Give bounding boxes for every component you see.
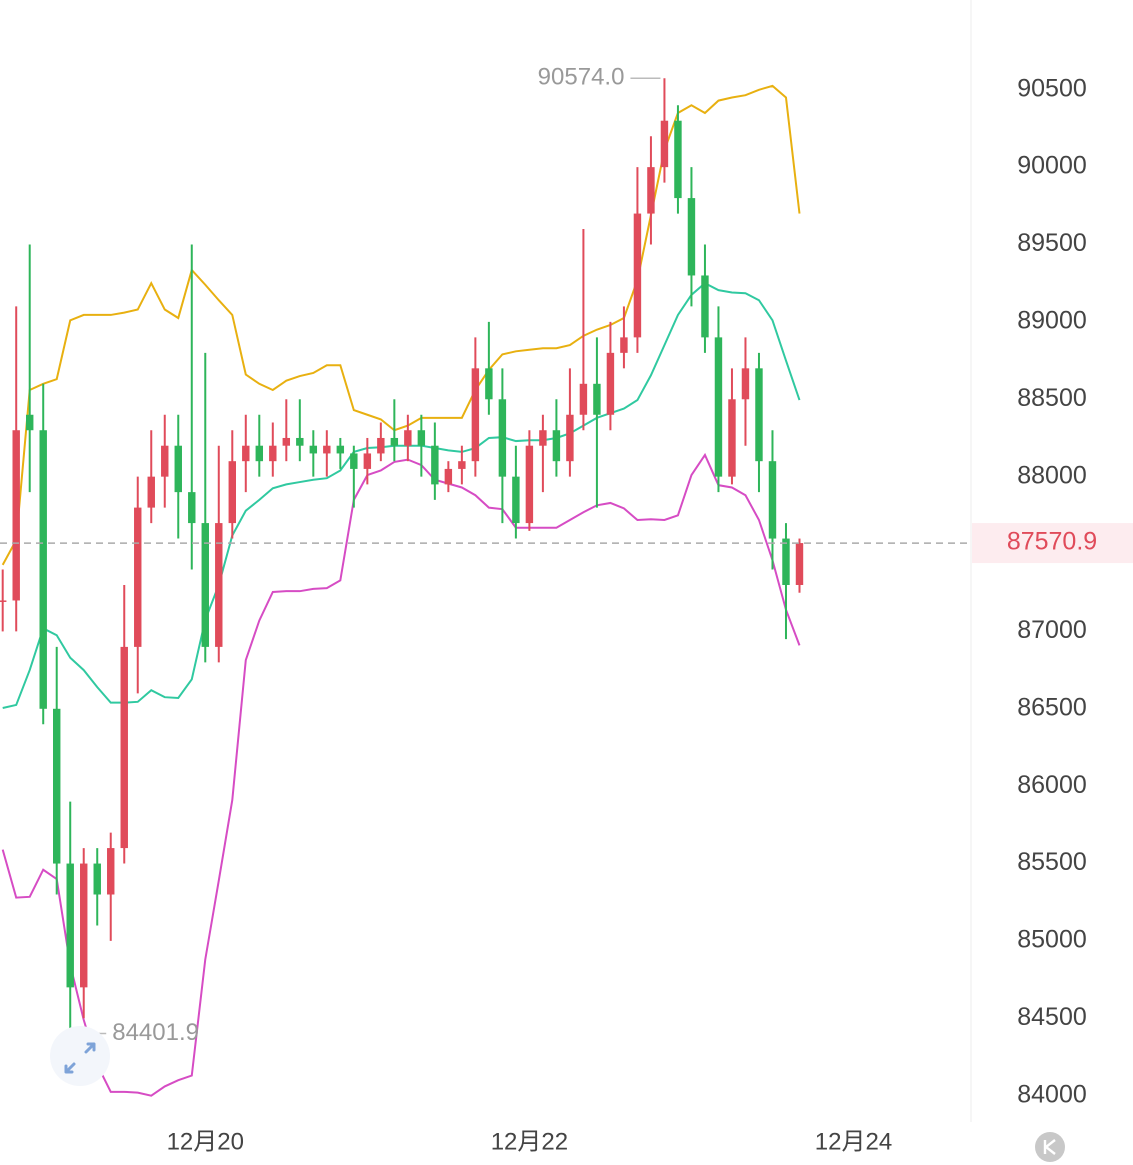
candle-body [741,368,750,400]
y-tick-label: 85500 [1017,848,1087,876]
y-tick-label: 89000 [1017,307,1087,335]
candle-body [458,461,466,469]
candle-body [201,523,209,647]
candle-body [147,476,155,508]
candle-body [404,430,412,446]
candle-body [25,414,34,431]
labels: 8400084500850008550086000865008700087500… [0,64,1133,1155]
candle-body [188,492,196,524]
candle-body [620,337,628,353]
y-tick-label: 90000 [1017,152,1087,180]
candle-body [80,863,88,988]
candle-body [215,523,223,647]
candle-body [795,543,804,585]
candle-body [255,445,264,462]
candle-body [66,863,74,988]
candle-body [174,445,182,493]
candle-body [377,437,385,454]
candle-body [390,437,399,446]
candle-body [363,453,372,469]
y-tick-label: 88000 [1017,461,1087,489]
candle-body [107,848,115,895]
candle-body [417,430,426,446]
candle-body [431,445,439,485]
annotation-label: 90574.0 [538,64,625,91]
candles [0,78,804,1034]
candle-body [782,538,790,585]
candle-body [701,275,709,338]
candle-body [579,383,588,415]
candle-body [714,337,723,477]
y-tick-label: 87000 [1017,616,1087,644]
candle-body [633,213,642,338]
candle-body [660,120,669,168]
candle-body [674,120,682,199]
y-tick-label: 89500 [1017,229,1087,257]
candle-body [687,198,696,276]
x-tick-label: 12月24 [815,1128,892,1155]
y-tick-label: 86500 [1017,693,1087,721]
candle-body [755,368,763,462]
candle-body [512,476,520,524]
candle-body [0,600,7,602]
candle-body [242,445,250,462]
candle-body [593,383,601,415]
candle-body [120,646,128,849]
candle-body [606,352,615,415]
candle-body [134,507,142,647]
candle-body [296,437,304,446]
candle-body [566,414,574,462]
candle-body [336,445,345,454]
band-line [2,282,801,709]
y-tick-label: 84500 [1017,1003,1087,1031]
candle-body [161,445,169,477]
y-tick-label: 88500 [1017,384,1087,412]
candle-body [323,445,331,454]
candle-body [768,461,777,539]
y-tick-label: 90500 [1017,74,1087,102]
x-tick-label: 12月22 [491,1128,568,1155]
candle-body [269,445,277,462]
y-tick-label: 84000 [1017,1080,1087,1108]
candle-body [228,461,236,524]
candle-body [539,430,547,446]
candle-body [39,430,47,709]
last-price-label: 87570.9 [1007,528,1097,556]
candle-body [647,167,655,214]
candle-body [12,430,20,601]
candle-body [471,368,480,462]
candle-body [309,445,318,454]
candle-body [498,399,507,477]
candle-body [93,863,101,895]
band-line [1,452,801,1097]
candle-body [350,453,358,469]
candle-body [485,368,493,400]
x-tick-label: 12月20 [167,1128,244,1155]
candle-body [525,445,534,524]
candle-body [552,430,561,462]
y-tick-label: 85000 [1017,926,1087,954]
last-price-box [972,523,1133,564]
annotation-label: 84401.9 [112,1019,199,1046]
y-tick-label: 86000 [1017,771,1087,799]
candle-body [282,437,291,446]
k-line-icon[interactable] [1035,1132,1065,1162]
candle-body [728,399,736,477]
candle-body [53,708,61,864]
candle-body [444,468,453,485]
expand-icon[interactable] [50,1026,110,1086]
